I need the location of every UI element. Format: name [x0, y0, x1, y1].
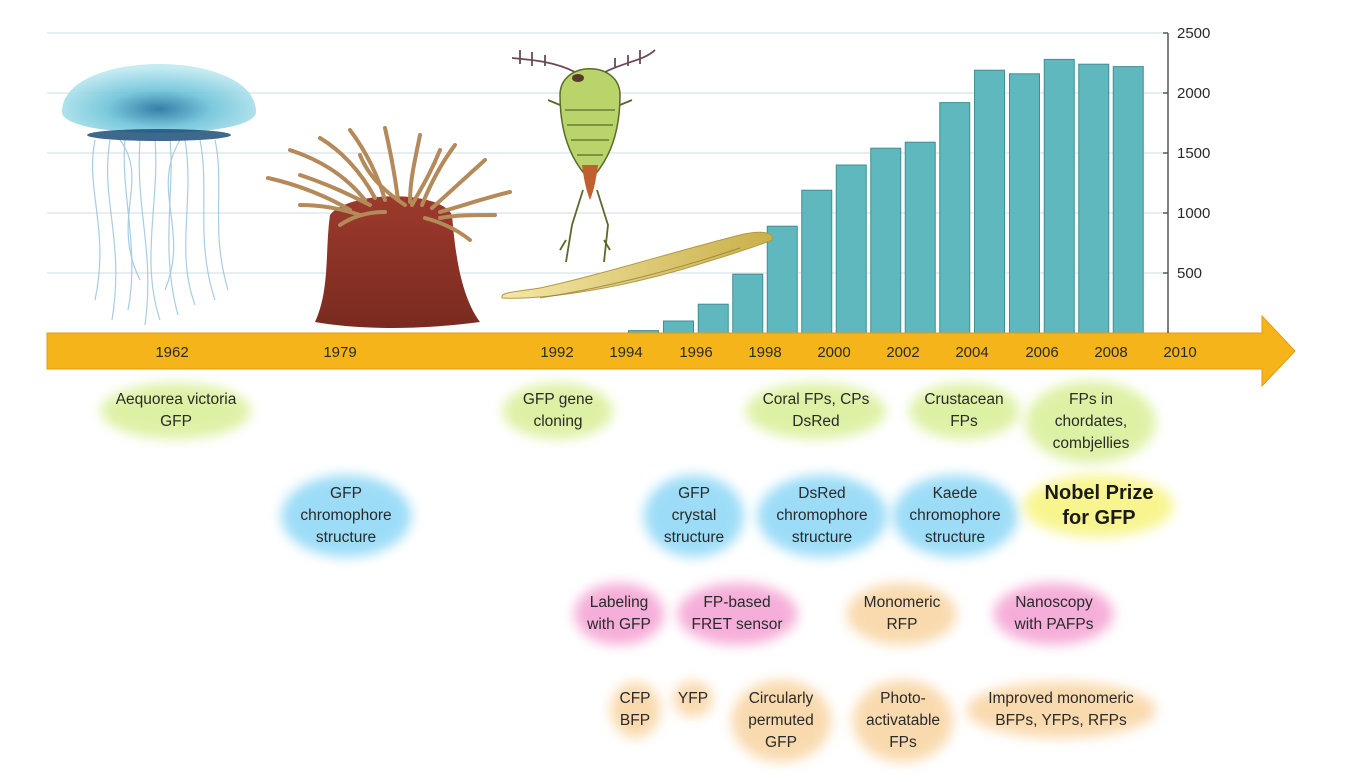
milestone-text: Aequorea victoria GFP [115, 391, 237, 430]
milestone-dsred-chromophore: DsRed chromophore structure [756, 475, 887, 557]
milestone-text: Kaede chromophore structure [909, 485, 1001, 546]
y-tick-2000: 2000 [1177, 85, 1210, 102]
milestone-text: GFP gene cloning [522, 391, 594, 430]
milestone-glow [610, 682, 660, 738]
milestone-text: Monomeric RFP [863, 594, 941, 633]
timeline-tick-1994: 1994 [609, 344, 642, 361]
milestone-glow [1025, 381, 1156, 463]
milestone-gfp-chromophore: GFP chromophore structure [280, 475, 411, 557]
timeline-tick-2000: 2000 [817, 344, 850, 361]
bar-1999 [801, 189, 833, 334]
timeline-ticks: 1962 1979 1992 1994 1996 1998 2000 2002 2004 2006… [155, 344, 1196, 361]
milestone-glow [503, 383, 613, 439]
jellyfish-icon [62, 64, 256, 326]
milestone-text: Nanoscopy with PAFPs [1014, 594, 1094, 633]
milestone-text: Crustacean FPs [924, 391, 1004, 430]
milestone-glow [101, 383, 251, 439]
y-tick-2500: 2500 [1177, 25, 1210, 42]
milestone-aequorea: Aequorea victoria GFP [101, 383, 251, 439]
bar-2003 [939, 102, 971, 334]
timeline-arrow [46, 314, 1296, 388]
milestone-text: FPs in chordates, combjellies [1052, 391, 1130, 452]
milestone-text: Labeling with GFP [587, 594, 651, 633]
milestone-chordates: FPs in chordates, combjellies [1025, 381, 1156, 463]
milestone-cfp-bfp: CFP BFP [610, 682, 660, 738]
milestone-gfp-cloning: GFP gene cloning [503, 383, 613, 439]
timeline-tick-2010: 2010 [1163, 344, 1196, 361]
y-axis-ticks: 500 1000 1500 2000 2500 [1163, 25, 1210, 282]
timeline-tick-2002: 2002 [886, 344, 919, 361]
milestone-text: GFP chromophore structure [300, 485, 392, 546]
bar-1995 [663, 320, 694, 334]
milestone-text: Coral FPs, CPs DsRed [762, 391, 870, 430]
y-tick-500: 500 [1177, 265, 1202, 282]
bar-2007 [1078, 63, 1110, 334]
timeline-tick-2004: 2004 [955, 344, 988, 361]
bar-2004 [974, 69, 1005, 334]
milestone-glow [677, 583, 797, 645]
milestone-glow [852, 680, 953, 762]
milestone-monomeric-rfp: Monomeric RFP [846, 583, 957, 645]
bar-2006 [1043, 58, 1075, 334]
milestone-glow [1023, 475, 1174, 537]
milestone-glow [573, 583, 664, 645]
milestone-text: FP-based FRET sensor [691, 594, 783, 633]
bar-2005 [1009, 73, 1040, 334]
timeline-tick-2006: 2006 [1025, 344, 1058, 361]
milestone-glow [730, 680, 831, 762]
bar-2002 [904, 141, 936, 334]
bar-2001 [870, 147, 902, 334]
timeline-tick-1998: 1998 [748, 344, 781, 361]
timeline-tick-1992: 1992 [540, 344, 573, 361]
milestone-text: Nobel Prize for GFP [1044, 482, 1154, 529]
milestone-text: Circularly permuted GFP [748, 690, 814, 751]
y-tick-1500: 1500 [1177, 145, 1210, 162]
milestone-glow [846, 583, 957, 645]
milestone-glow [908, 383, 1019, 439]
milestone-glow [993, 583, 1114, 645]
bar-2000 [835, 164, 867, 334]
milestone-text: Photo- activatable FPs [865, 690, 941, 751]
milestone-nanoscopy: Nanoscopy with PAFPs [993, 583, 1114, 645]
milestone-glow [644, 475, 744, 557]
milestone-glow [673, 681, 713, 717]
milestone-crustacean: Crustacean FPs [908, 383, 1019, 439]
milestone-improved: Improved monomeric BFPs, YFPs, RFPs [965, 682, 1156, 738]
timeline-tick-1996: 1996 [679, 344, 712, 361]
lancelet-icon [501, 231, 773, 299]
bars [628, 58, 1144, 334]
milestone-text: CFP BFP [619, 690, 651, 729]
y-tick-1000: 1000 [1177, 205, 1210, 222]
milestone-glow [280, 475, 411, 557]
bar-2008 [1112, 66, 1144, 334]
milestone-circular: Circularly permuted GFP [730, 680, 831, 762]
milestone-yfp: YFP [673, 681, 713, 717]
milestone-glow [746, 383, 886, 439]
timeline-tick-2008: 2008 [1094, 344, 1127, 361]
milestone-glow [965, 682, 1156, 738]
milestone-text: YFP [677, 690, 709, 707]
milestone-text: GFP crystal structure [663, 485, 725, 546]
milestone-glow [892, 475, 1018, 557]
timeline-tick-1979: 1979 [323, 344, 356, 361]
bar-1998 [766, 225, 798, 334]
bar-1997 [732, 273, 764, 334]
copepod-icon [511, 49, 656, 263]
milestone-fret: FP-based FRET sensor [677, 583, 797, 645]
milestone-text: Improved monomeric BFPs, YFPs, RFPs [988, 690, 1134, 729]
milestone-nobel: Nobel Prize for GFP [1023, 475, 1174, 537]
bar-1996 [697, 303, 729, 334]
milestone-kaede: Kaede chromophore structure [892, 475, 1018, 557]
milestone-text: DsRed chromophore structure [776, 485, 868, 546]
sea-anemone-icon [266, 126, 512, 328]
milestone-coral: Coral FPs, CPs DsRed [746, 383, 886, 439]
milestone-photoactivatable: Photo- activatable FPs [852, 680, 953, 762]
milestone-gfp-crystal: GFP crystal structure [644, 475, 744, 557]
milestone-labeling: Labeling with GFP [573, 583, 664, 645]
milestone-glow [756, 475, 887, 557]
timeline-tick-1962: 1962 [155, 344, 188, 361]
